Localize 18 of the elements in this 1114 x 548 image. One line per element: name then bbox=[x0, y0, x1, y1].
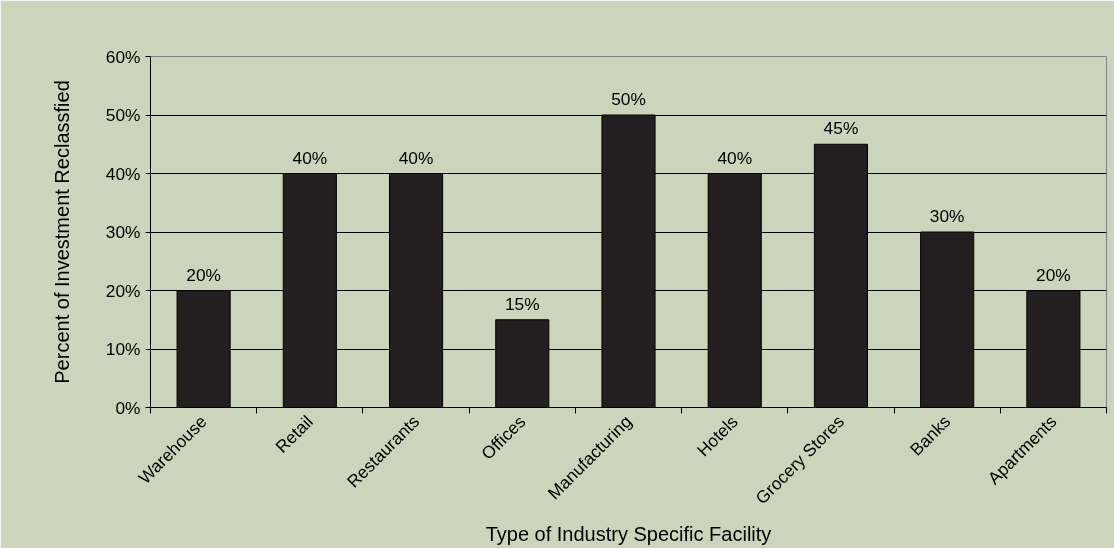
data-label: 20% bbox=[1036, 264, 1071, 285]
y-tick-label: 30% bbox=[105, 222, 141, 242]
data-label: 40% bbox=[398, 147, 434, 168]
x-axis-title: Type of Industry Specific Facility bbox=[485, 523, 772, 546]
y-tick-label: 60% bbox=[105, 46, 141, 67]
y-tick-label: 40% bbox=[105, 163, 141, 184]
data-label: 45% bbox=[823, 118, 859, 139]
data-label: 40% bbox=[292, 147, 328, 168]
data-label: 15% bbox=[504, 293, 540, 314]
y-axis-title: Percent of Investment Reclassfied bbox=[50, 80, 73, 384]
y-tick-label: 10% bbox=[105, 339, 141, 359]
data-label: 20% bbox=[186, 264, 221, 285]
y-tick-label: 50% bbox=[105, 105, 141, 125]
data-label: 30% bbox=[929, 206, 965, 226]
data-label: 50% bbox=[611, 89, 646, 109]
y-tick-label: 0% bbox=[115, 397, 141, 418]
data-label: 40% bbox=[717, 147, 753, 168]
y-tick-label: 20% bbox=[105, 280, 141, 301]
